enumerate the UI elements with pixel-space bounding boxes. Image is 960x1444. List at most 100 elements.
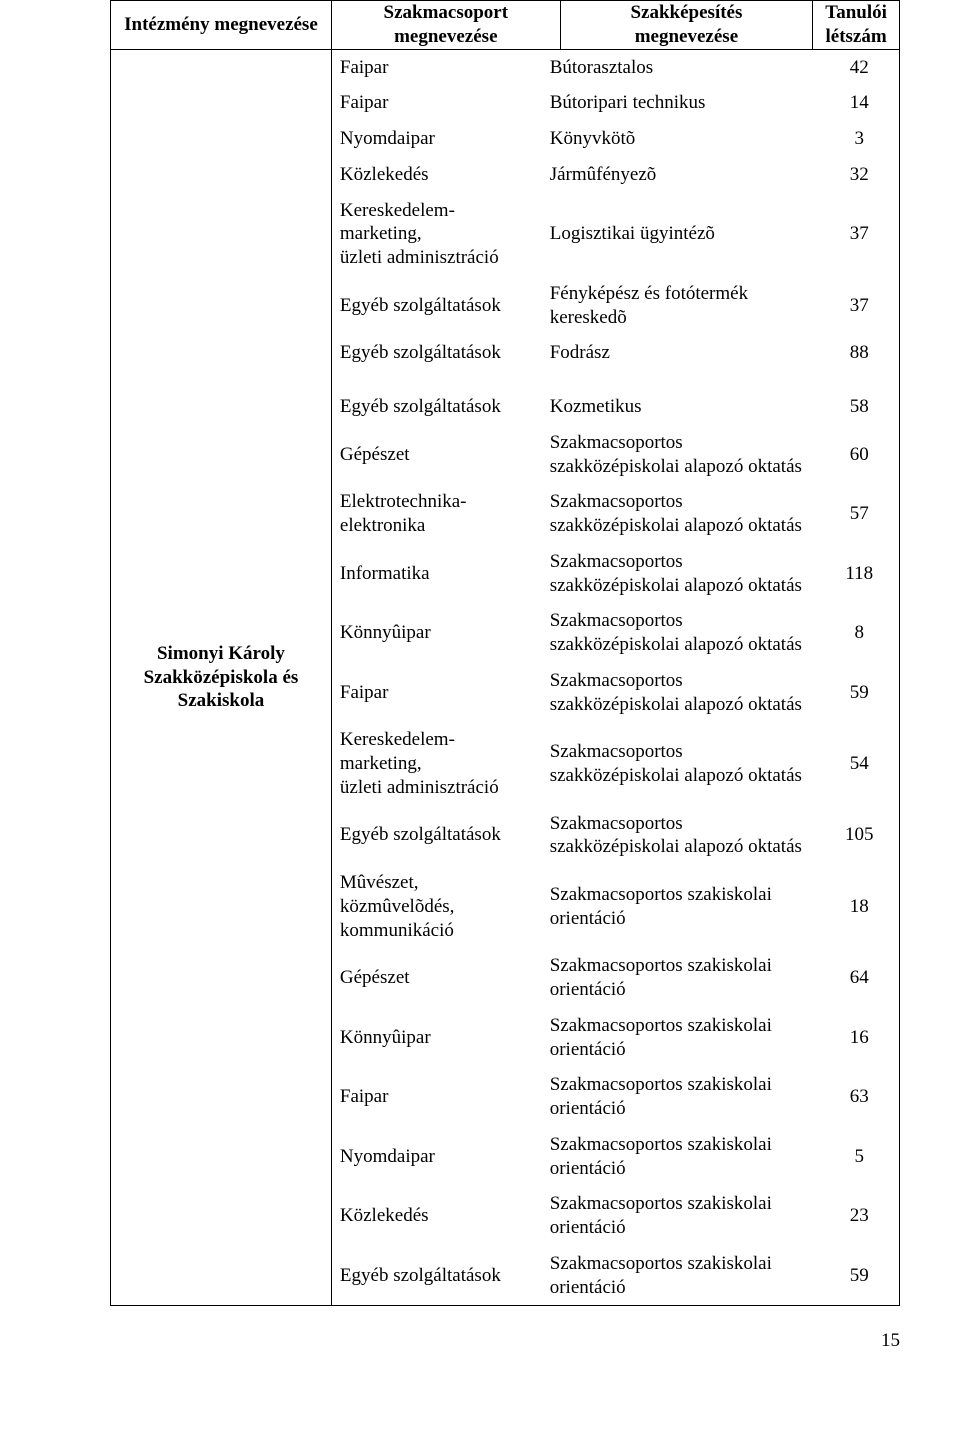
count-cell: 64	[820, 948, 899, 1008]
group-cell: Közlekedés	[332, 1186, 542, 1246]
table-row: NyomdaiparSzakmacsoportos szakiskolaiori…	[332, 1127, 899, 1187]
qualification-cell: Kozmetikus	[542, 389, 820, 425]
table-row: KönnyûiparSzakmacsoportos szakiskolaiori…	[332, 1008, 899, 1068]
count-cell: 42	[820, 50, 899, 86]
table-row: Egyéb szolgáltatásokSzakmacsoportos szak…	[332, 1246, 899, 1306]
table-row: Elektrotechnika-elektronikaSzakmacsoport…	[332, 484, 899, 544]
group-cell: Faipar	[332, 1067, 542, 1127]
count-cell: 16	[820, 1008, 899, 1068]
table-row: Egyéb szolgáltatásokKozmetikus58	[332, 389, 899, 425]
qualification-cell: Bútoripari technikus	[542, 85, 820, 121]
table-row: Egyéb szolgáltatásokFodrász88	[332, 335, 899, 371]
qualification-cell: Könyvkötõ	[542, 121, 820, 157]
table-row: Egyéb szolgáltatásokFényképész és fotóte…	[332, 276, 899, 336]
qualification-cell: Szakmacsoportos szakiskolaiorientáció	[542, 1246, 820, 1306]
count-cell: 3	[820, 121, 899, 157]
group-cell: Egyéb szolgáltatások	[332, 806, 542, 866]
inner-wrap-cell: FaiparBútorasztalos42FaiparBútoripari te…	[331, 49, 899, 1306]
qualification-cell: Szakmacsoportosszakközépiskolai alapozó …	[542, 544, 820, 604]
page-number: 15	[110, 1306, 900, 1352]
qualification-cell: Szakmacsoportos szakiskolaiorientáció	[542, 865, 820, 948]
group-cell: Kereskedelem-marketing,üzleti adminisztr…	[332, 722, 542, 805]
table-row: Kereskedelem-marketing,üzleti adminisztr…	[332, 193, 899, 276]
group-cell: Közlekedés	[332, 157, 542, 193]
group-cell: Mûvészet, közmûvelõdés,kommunikáció	[332, 865, 542, 948]
count-cell: 8	[820, 603, 899, 663]
col-group-header: Szakmacsoportmegnevezése	[331, 1, 560, 50]
table-header-row: Intézmény megnevezése Szakmacsoportmegne…	[111, 1, 900, 50]
table-row: FaiparSzakmacsoportos szakiskolaiorientá…	[332, 1067, 899, 1127]
group-cell: Könnyûipar	[332, 1008, 542, 1068]
count-cell: 54	[820, 722, 899, 805]
table-row: FaiparSzakmacsoportosszakközépiskolai al…	[332, 663, 899, 723]
group-cell: Nyomdaipar	[332, 1127, 542, 1187]
page: Intézmény megnevezése Szakmacsoportmegne…	[0, 0, 960, 1352]
qualification-cell: Logisztikai ügyintézõ	[542, 193, 820, 276]
group-cell: Könnyûipar	[332, 603, 542, 663]
main-table: Intézmény megnevezése Szakmacsoportmegne…	[110, 0, 900, 1306]
qualification-cell: Szakmacsoportosszakközépiskolai alapozó …	[542, 603, 820, 663]
institution-cell: Simonyi KárolySzakközépiskola ésSzakisko…	[111, 49, 332, 1306]
group-cell: Kereskedelem-marketing,üzleti adminisztr…	[332, 193, 542, 276]
group-cell: Informatika	[332, 544, 542, 604]
group-cell: Faipar	[332, 85, 542, 121]
spacer-row	[332, 371, 899, 389]
group-cell: Egyéb szolgáltatások	[332, 389, 542, 425]
count-cell: 118	[820, 544, 899, 604]
count-cell: 59	[820, 663, 899, 723]
table-row: KözlekedésJármûfényezõ32	[332, 157, 899, 193]
qualification-cell: Szakmacsoportos szakiskolaiorientáció	[542, 948, 820, 1008]
count-cell: 14	[820, 85, 899, 121]
qualification-cell: Szakmacsoportos szakiskolaiorientáció	[542, 1127, 820, 1187]
group-cell: Faipar	[332, 663, 542, 723]
col-qualification-header: Szakképesítésmegnevezése	[560, 1, 812, 50]
count-cell: 105	[820, 806, 899, 866]
qualification-cell: Fényképész és fotótermékkereskedõ	[542, 276, 820, 336]
qualification-cell: Szakmacsoportosszakközépiskolai alapozó …	[542, 806, 820, 866]
qualification-cell: Bútorasztalos	[542, 50, 820, 86]
table-row: FaiparBútorasztalos42	[332, 50, 899, 86]
count-cell: 60	[820, 425, 899, 485]
table-row: KözlekedésSzakmacsoportos szakiskolaiori…	[332, 1186, 899, 1246]
qualification-cell: Szakmacsoportos szakiskolaiorientáció	[542, 1186, 820, 1246]
table-row: GépészetSzakmacsoportos szakiskolaiorien…	[332, 948, 899, 1008]
qualification-cell: Jármûfényezõ	[542, 157, 820, 193]
group-cell: Egyéb szolgáltatások	[332, 1246, 542, 1306]
count-cell: 37	[820, 193, 899, 276]
count-cell: 88	[820, 335, 899, 371]
qualification-cell: Szakmacsoportos szakiskolaiorientáció	[542, 1008, 820, 1068]
count-cell: 63	[820, 1067, 899, 1127]
col-institution-header: Intézmény megnevezése	[111, 1, 332, 50]
table-row: Kereskedelem-marketing,üzleti adminisztr…	[332, 722, 899, 805]
body-row: Simonyi KárolySzakközépiskola ésSzakisko…	[111, 49, 900, 1306]
table-row: NyomdaiparKönyvkötõ3	[332, 121, 899, 157]
count-cell: 5	[820, 1127, 899, 1187]
col-count-header: Tanulóilétszám	[813, 1, 900, 50]
count-cell: 23	[820, 1186, 899, 1246]
inner-table: FaiparBútorasztalos42FaiparBútoripari te…	[332, 50, 899, 1306]
count-cell: 58	[820, 389, 899, 425]
count-cell: 37	[820, 276, 899, 336]
group-cell: Gépészet	[332, 425, 542, 485]
count-cell: 32	[820, 157, 899, 193]
group-cell: Elektrotechnika-elektronika	[332, 484, 542, 544]
count-cell: 18	[820, 865, 899, 948]
table-row: Mûvészet, közmûvelõdés,kommunikációSzakm…	[332, 865, 899, 948]
table-row: KönnyûiparSzakmacsoportosszakközépiskola…	[332, 603, 899, 663]
group-cell: Egyéb szolgáltatások	[332, 335, 542, 371]
qualification-cell: Szakmacsoportosszakközépiskolai alapozó …	[542, 663, 820, 723]
count-cell: 59	[820, 1246, 899, 1306]
qualification-cell: Szakmacsoportosszakközépiskolai alapozó …	[542, 425, 820, 485]
qualification-cell: Szakmacsoportos szakiskolaiorientáció	[542, 1067, 820, 1127]
table-row: GépészetSzakmacsoportosszakközépiskolai …	[332, 425, 899, 485]
table-row: InformatikaSzakmacsoportosszakközépiskol…	[332, 544, 899, 604]
group-cell: Faipar	[332, 50, 542, 86]
group-cell: Egyéb szolgáltatások	[332, 276, 542, 336]
qualification-cell: Szakmacsoportosszakközépiskolai alapozó …	[542, 484, 820, 544]
qualification-cell: Szakmacsoportosszakközépiskolai alapozó …	[542, 722, 820, 805]
qualification-cell: Fodrász	[542, 335, 820, 371]
table-row: FaiparBútoripari technikus14	[332, 85, 899, 121]
table-row: Egyéb szolgáltatásokSzakmacsoportosszakk…	[332, 806, 899, 866]
group-cell: Nyomdaipar	[332, 121, 542, 157]
count-cell: 57	[820, 484, 899, 544]
